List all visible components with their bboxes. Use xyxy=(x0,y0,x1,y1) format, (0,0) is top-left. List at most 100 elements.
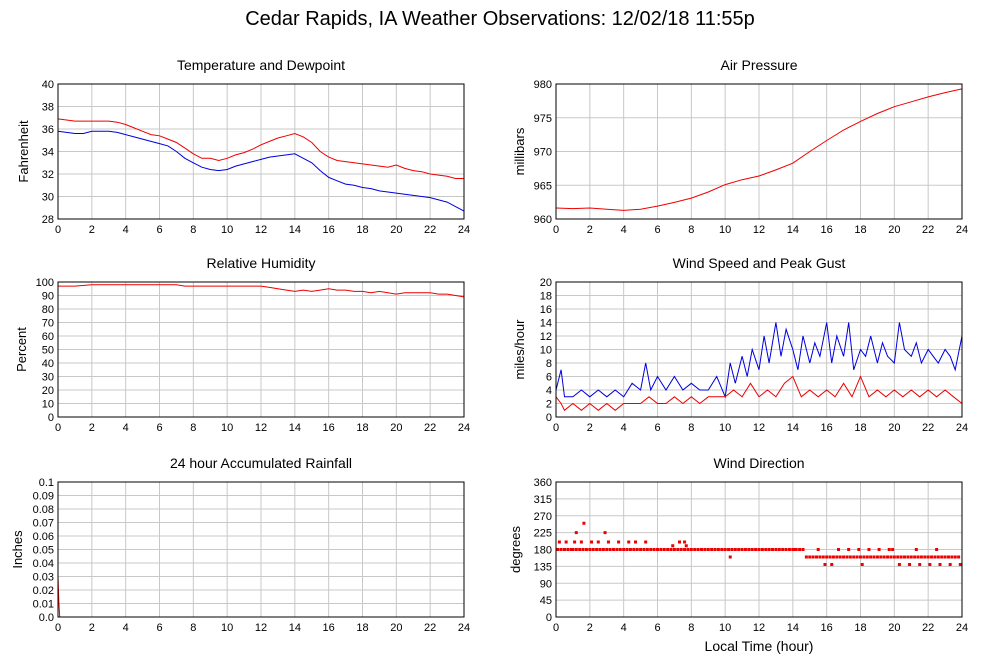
y-tick-label: 30 xyxy=(42,372,54,384)
data-point xyxy=(946,555,950,559)
x-tick-label: 16 xyxy=(821,224,833,236)
x-tick-label: 22 xyxy=(424,224,436,236)
data-point xyxy=(559,548,563,551)
data-point xyxy=(562,548,566,551)
x-tick-label: 0 xyxy=(553,622,559,634)
data-point xyxy=(672,548,676,551)
data-point xyxy=(887,548,891,551)
data-point xyxy=(716,548,720,551)
y-tick-label: 0.07 xyxy=(33,518,54,530)
x-tick-label: 2 xyxy=(89,422,95,434)
y-tick-label: 0.02 xyxy=(33,585,54,597)
data-point xyxy=(953,555,957,559)
y-tick-label: 90 xyxy=(42,291,54,303)
plot-frame xyxy=(555,83,963,220)
data-point xyxy=(764,548,768,551)
x-tick-label: 24 xyxy=(956,422,968,434)
panel-direction: 0 2 4 6 8 10 12 14 16 18 20 22 240459013518022527031… xyxy=(508,455,968,654)
data-point xyxy=(859,555,862,559)
x-tick-label: 8 xyxy=(688,224,694,236)
y-tick-label: 315 xyxy=(534,494,552,506)
data-point xyxy=(928,563,932,566)
x-tick-label: 10 xyxy=(719,224,731,236)
data-point xyxy=(896,555,900,559)
data-point xyxy=(926,555,930,559)
data-point xyxy=(578,548,582,551)
data-point xyxy=(938,563,942,566)
data-point xyxy=(720,548,724,551)
y-tick-label: 0.04 xyxy=(33,558,54,570)
panel-pressure: 0 2 4 6 8 10 12 14 16 18 20 22 24960965970975980Air … xyxy=(512,57,968,236)
data-point xyxy=(886,555,890,559)
data-point xyxy=(798,548,802,551)
chart-title: Relative Humidity xyxy=(207,255,316,271)
data-point xyxy=(897,563,901,566)
y-tick-label: 70 xyxy=(42,318,54,330)
data-point xyxy=(710,548,714,551)
data-point xyxy=(804,555,808,559)
series-line xyxy=(555,88,963,211)
panel-wind: 0 2 4 6 8 10 12 14 16 18 20 22 2402468101214161820Wi… xyxy=(512,255,968,434)
data-point xyxy=(564,540,568,544)
y-tick-label: 32 xyxy=(42,169,54,181)
x-tick-label: 8 xyxy=(190,622,196,634)
data-point xyxy=(935,548,939,551)
data-point xyxy=(794,548,798,551)
x-tick-label: 24 xyxy=(956,224,968,236)
data-point xyxy=(882,555,886,559)
x-tick-label: 2 xyxy=(587,224,593,236)
data-point xyxy=(569,548,573,551)
data-point xyxy=(642,548,646,551)
panel-humidity: 0 2 4 6 8 10 12 14 16 18 20 22 240102030405060708090… xyxy=(14,255,470,434)
data-point xyxy=(777,548,781,551)
data-point xyxy=(936,555,940,559)
x-tick-label: 18 xyxy=(854,224,866,236)
x-tick-label: 18 xyxy=(356,622,368,634)
x-tick-label: 8 xyxy=(688,422,694,434)
chart-title: 24 hour Accumulated Rainfall xyxy=(170,455,352,471)
x-tick-label: 16 xyxy=(323,224,335,236)
x-tick-label: 18 xyxy=(854,622,866,634)
x-tick-label: 20 xyxy=(390,622,402,634)
x-tick-label: 10 xyxy=(719,422,731,434)
data-point xyxy=(644,540,648,544)
data-point xyxy=(603,531,607,535)
x-tick-label: 10 xyxy=(221,422,233,434)
data-point xyxy=(892,555,896,559)
data-point xyxy=(957,555,961,559)
data-point xyxy=(908,563,912,566)
data-point xyxy=(918,563,922,566)
x-tick-label: 12 xyxy=(753,224,765,236)
data-point xyxy=(730,548,734,551)
page-title: Cedar Rapids, IA Weather Observations: 1… xyxy=(245,8,755,30)
x-tick-label: 12 xyxy=(753,422,765,434)
data-point xyxy=(857,548,861,551)
x-tick-label: 16 xyxy=(821,622,833,634)
data-point xyxy=(865,555,869,559)
data-point xyxy=(689,548,693,551)
y-tick-label: 975 xyxy=(534,113,552,125)
x-tick-label: 4 xyxy=(621,422,627,434)
data-point xyxy=(617,540,621,544)
data-point xyxy=(632,548,636,551)
y-tick-label: 0.0 xyxy=(39,612,54,624)
x-tick-label: 18 xyxy=(356,422,368,434)
x-tick-label: 24 xyxy=(956,622,968,634)
data-point xyxy=(899,555,903,559)
data-point xyxy=(699,548,703,551)
data-point xyxy=(771,548,775,551)
x-axis-label: Local Time (hour) xyxy=(705,638,814,654)
data-point xyxy=(750,548,754,551)
y-axis-label: miles/hour xyxy=(512,319,527,380)
y-tick-label: 180 xyxy=(534,545,552,557)
y-tick-label: 20 xyxy=(42,385,54,397)
data-point xyxy=(645,548,649,551)
chart-title: Air Pressure xyxy=(720,57,797,73)
data-point xyxy=(823,563,827,566)
plot-frame xyxy=(57,281,465,418)
data-point xyxy=(696,548,700,551)
data-point xyxy=(877,548,881,551)
y-tick-label: 34 xyxy=(42,147,54,159)
data-point xyxy=(848,555,852,559)
series-line xyxy=(57,118,464,179)
